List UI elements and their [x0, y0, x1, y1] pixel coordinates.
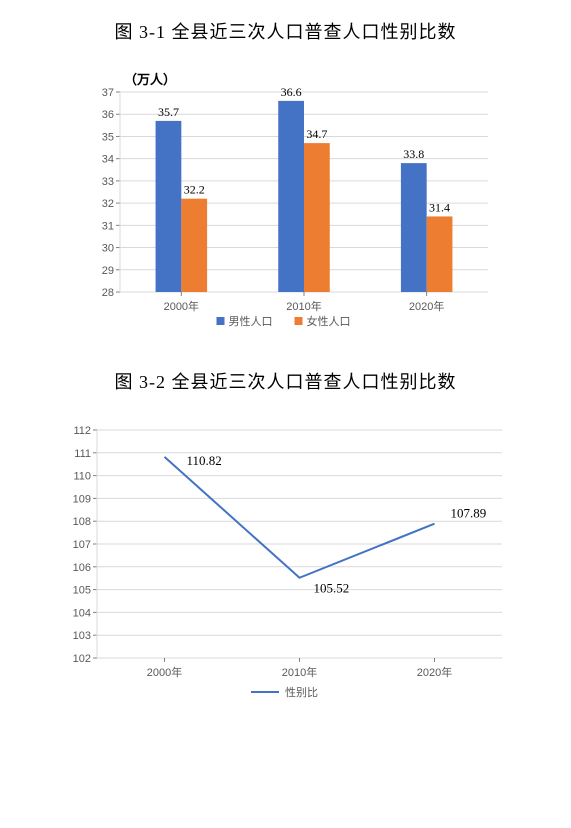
y-tick-label: 31 [102, 220, 114, 232]
legend-swatch [295, 317, 303, 325]
x-tick-label: 2020年 [416, 665, 451, 679]
figure-title-1: 图 3-1 全县近三次人口普查人口性别比数 [0, 18, 571, 44]
line-legend: 性别比 [251, 685, 318, 699]
bar [278, 101, 304, 292]
y-tick-label: 106 [72, 562, 90, 574]
x-tick-label: 2000年 [164, 299, 199, 313]
line-value-label: 110.82 [186, 453, 221, 468]
y-tick-label: 102 [72, 653, 90, 665]
y-tick-label: 28 [102, 287, 114, 299]
bar-value-label: 36.6 [281, 85, 302, 99]
y-tick-label: 107 [72, 539, 90, 551]
y-tick-label: 105 [72, 585, 90, 597]
line-value-label: 107.89 [450, 506, 486, 521]
bar [427, 216, 453, 292]
bar-legend: 男性人口 女性人口 [217, 314, 351, 328]
line-chart-container: 102 103 104 105 106 107 108 109 110 111 112 2000年 20… [51, 412, 521, 722]
y-tick-label: 32 [102, 198, 114, 210]
x-tick-label: 2010年 [281, 665, 316, 679]
legend-label: 性别比 [285, 685, 318, 699]
y-tick-label: 33 [102, 176, 114, 188]
bar-value-label: 32.2 [184, 183, 205, 197]
y-tick-label: 109 [72, 493, 90, 505]
y-tick-label: 35 [102, 131, 114, 143]
bar-value-label: 35.7 [158, 105, 179, 119]
y-tick-label: 110 [73, 471, 91, 483]
bar-value-label: 31.4 [429, 200, 450, 214]
y-tick-label: 108 [72, 516, 90, 528]
x-tick-label: 2000年 [146, 665, 181, 679]
y-tick-label: 37 [102, 87, 114, 99]
bar-value-label: 33.8 [403, 147, 424, 161]
y-tick-label: 29 [102, 265, 114, 277]
bar [401, 163, 427, 292]
legend-label: 女性人口 [307, 314, 351, 328]
y-tick-label: 36 [102, 109, 114, 121]
figure-title-2: 图 3-2 全县近三次人口普查人口性别比数 [0, 368, 571, 394]
legend-label: 男性人口 [229, 314, 273, 328]
x-tick-label: 2010年 [286, 299, 321, 313]
line-value-label: 105.52 [313, 581, 349, 596]
bar-chart-container: 28 29 30 31 32 33 34 35 36 37 （万人） 2000年 35.7 32.2 201… [68, 62, 503, 350]
bar [181, 199, 207, 292]
y-tick-label: 34 [102, 154, 114, 166]
y-tick-label: 111 [74, 448, 91, 460]
unit-label: （万人） [124, 72, 176, 87]
y-tick-label: 30 [102, 243, 114, 255]
bar [156, 121, 182, 292]
legend-swatch [217, 317, 225, 325]
bar [304, 143, 330, 292]
bar-chart: 28 29 30 31 32 33 34 35 36 37 （万人） 2000年 35.7 32.2 201… [68, 62, 503, 350]
y-tick-label: 103 [72, 630, 90, 642]
bar-value-label: 34.7 [306, 127, 327, 141]
y-tick-label: 104 [72, 607, 90, 619]
x-tick-label: 2020年 [409, 299, 444, 313]
y-tick-label: 112 [73, 425, 91, 437]
line-chart: 102 103 104 105 106 107 108 109 110 111 112 2000年 20… [51, 412, 521, 722]
